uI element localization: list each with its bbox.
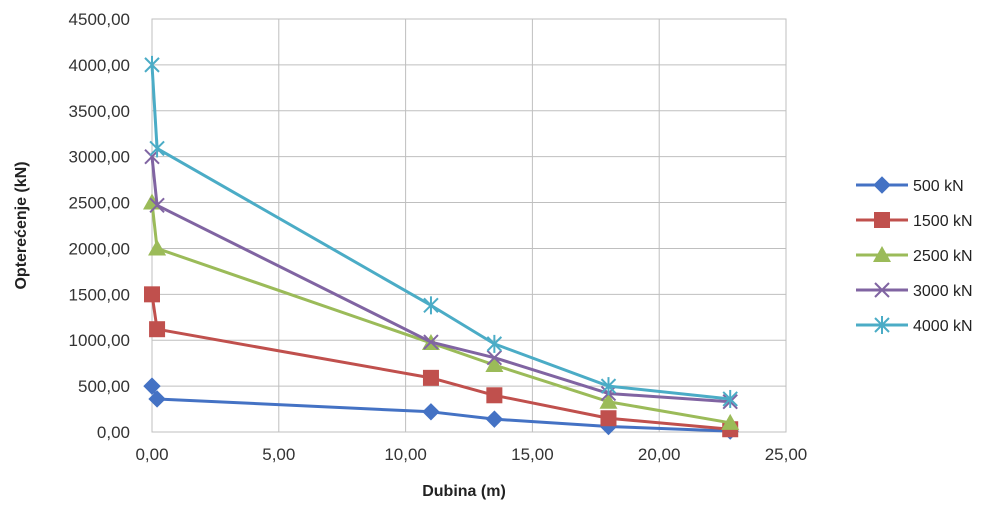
y-tick-label: 3000,00 [69, 148, 130, 167]
data-point [423, 296, 439, 315]
data-point [144, 286, 160, 303]
series-line [150, 202, 731, 425]
legend-entry: 4000 kN [856, 316, 973, 335]
legend: 500 kN 1500 kN 2500 kN 3000 kN 4000 kN [856, 176, 973, 335]
data-point [485, 410, 504, 428]
legend-label: 500 kN [913, 178, 964, 195]
y-tick-label: 2000,00 [69, 239, 130, 258]
legend-label: 2500 kN [913, 248, 973, 265]
legend-label: 3000 kN [913, 283, 973, 300]
y-tick-label: 1500,00 [69, 285, 130, 304]
legend-marker [874, 212, 890, 228]
x-tick-label: 20,00 [638, 445, 681, 464]
legend-entry: 1500 kN [856, 212, 973, 230]
data-point [486, 334, 503, 353]
data-point [722, 389, 738, 408]
y-axis-title: Opterećenje (kN) [13, 161, 30, 289]
legend-marker [873, 246, 891, 262]
grid-lines [151, 18, 787, 433]
x-tick-labels: 0,00 5,00 10,00 15,00 20,00 25,00 [135, 445, 807, 464]
legend-entry: 2500 kN [856, 246, 973, 265]
series-3 [144, 148, 738, 410]
legend-label: 4000 kN [913, 318, 973, 335]
y-tick-label: 0,00 [97, 423, 130, 442]
x-axis-title: Dubina (m) [422, 483, 506, 500]
legend-marker [873, 176, 891, 194]
data-point [721, 413, 740, 430]
y-tick-label: 2500,00 [69, 194, 130, 213]
x-tick-label: 25,00 [765, 445, 808, 464]
series-line [150, 64, 731, 401]
data-point [600, 377, 617, 396]
data-point [148, 390, 166, 408]
y-tick-label: 4500,00 [69, 10, 130, 29]
series-1 [144, 286, 739, 438]
data-point [143, 377, 161, 395]
data-point [144, 55, 160, 74]
data-point [149, 321, 166, 338]
data-point [486, 349, 503, 366]
data-point [422, 403, 440, 421]
data-point [148, 239, 167, 256]
legend-entry: 500 kN [856, 176, 964, 195]
data-point [422, 369, 439, 386]
x-tick-label: 15,00 [511, 445, 554, 464]
data-point [149, 197, 165, 214]
series-4 [144, 55, 738, 408]
data-point [486, 387, 503, 404]
data-point [600, 410, 617, 427]
x-tick-label: 0,00 [135, 445, 168, 464]
data-point [599, 392, 618, 409]
x-tick-label: 10,00 [384, 445, 427, 464]
y-tick-label: 500,00 [78, 377, 130, 396]
series-group [143, 55, 740, 440]
data-point [423, 334, 439, 350]
data-point [485, 356, 504, 373]
plot-area-border [151, 18, 787, 433]
y-tick-label: 3500,00 [69, 102, 130, 121]
y-tick-label: 1000,00 [69, 331, 130, 350]
legend-label: 1500 kN [913, 213, 973, 230]
series-line [150, 156, 731, 404]
legend-marker [874, 316, 890, 334]
data-point [149, 139, 165, 158]
x-tick-label: 5,00 [262, 445, 295, 464]
legend-entry: 3000 kN [856, 282, 973, 300]
legend-marker [874, 282, 890, 298]
y-tick-label: 4000,00 [69, 56, 130, 75]
y-tick-labels: 0,00 500,00 1000,00 1500,00 2000,00 2500,00 30… [69, 10, 130, 442]
